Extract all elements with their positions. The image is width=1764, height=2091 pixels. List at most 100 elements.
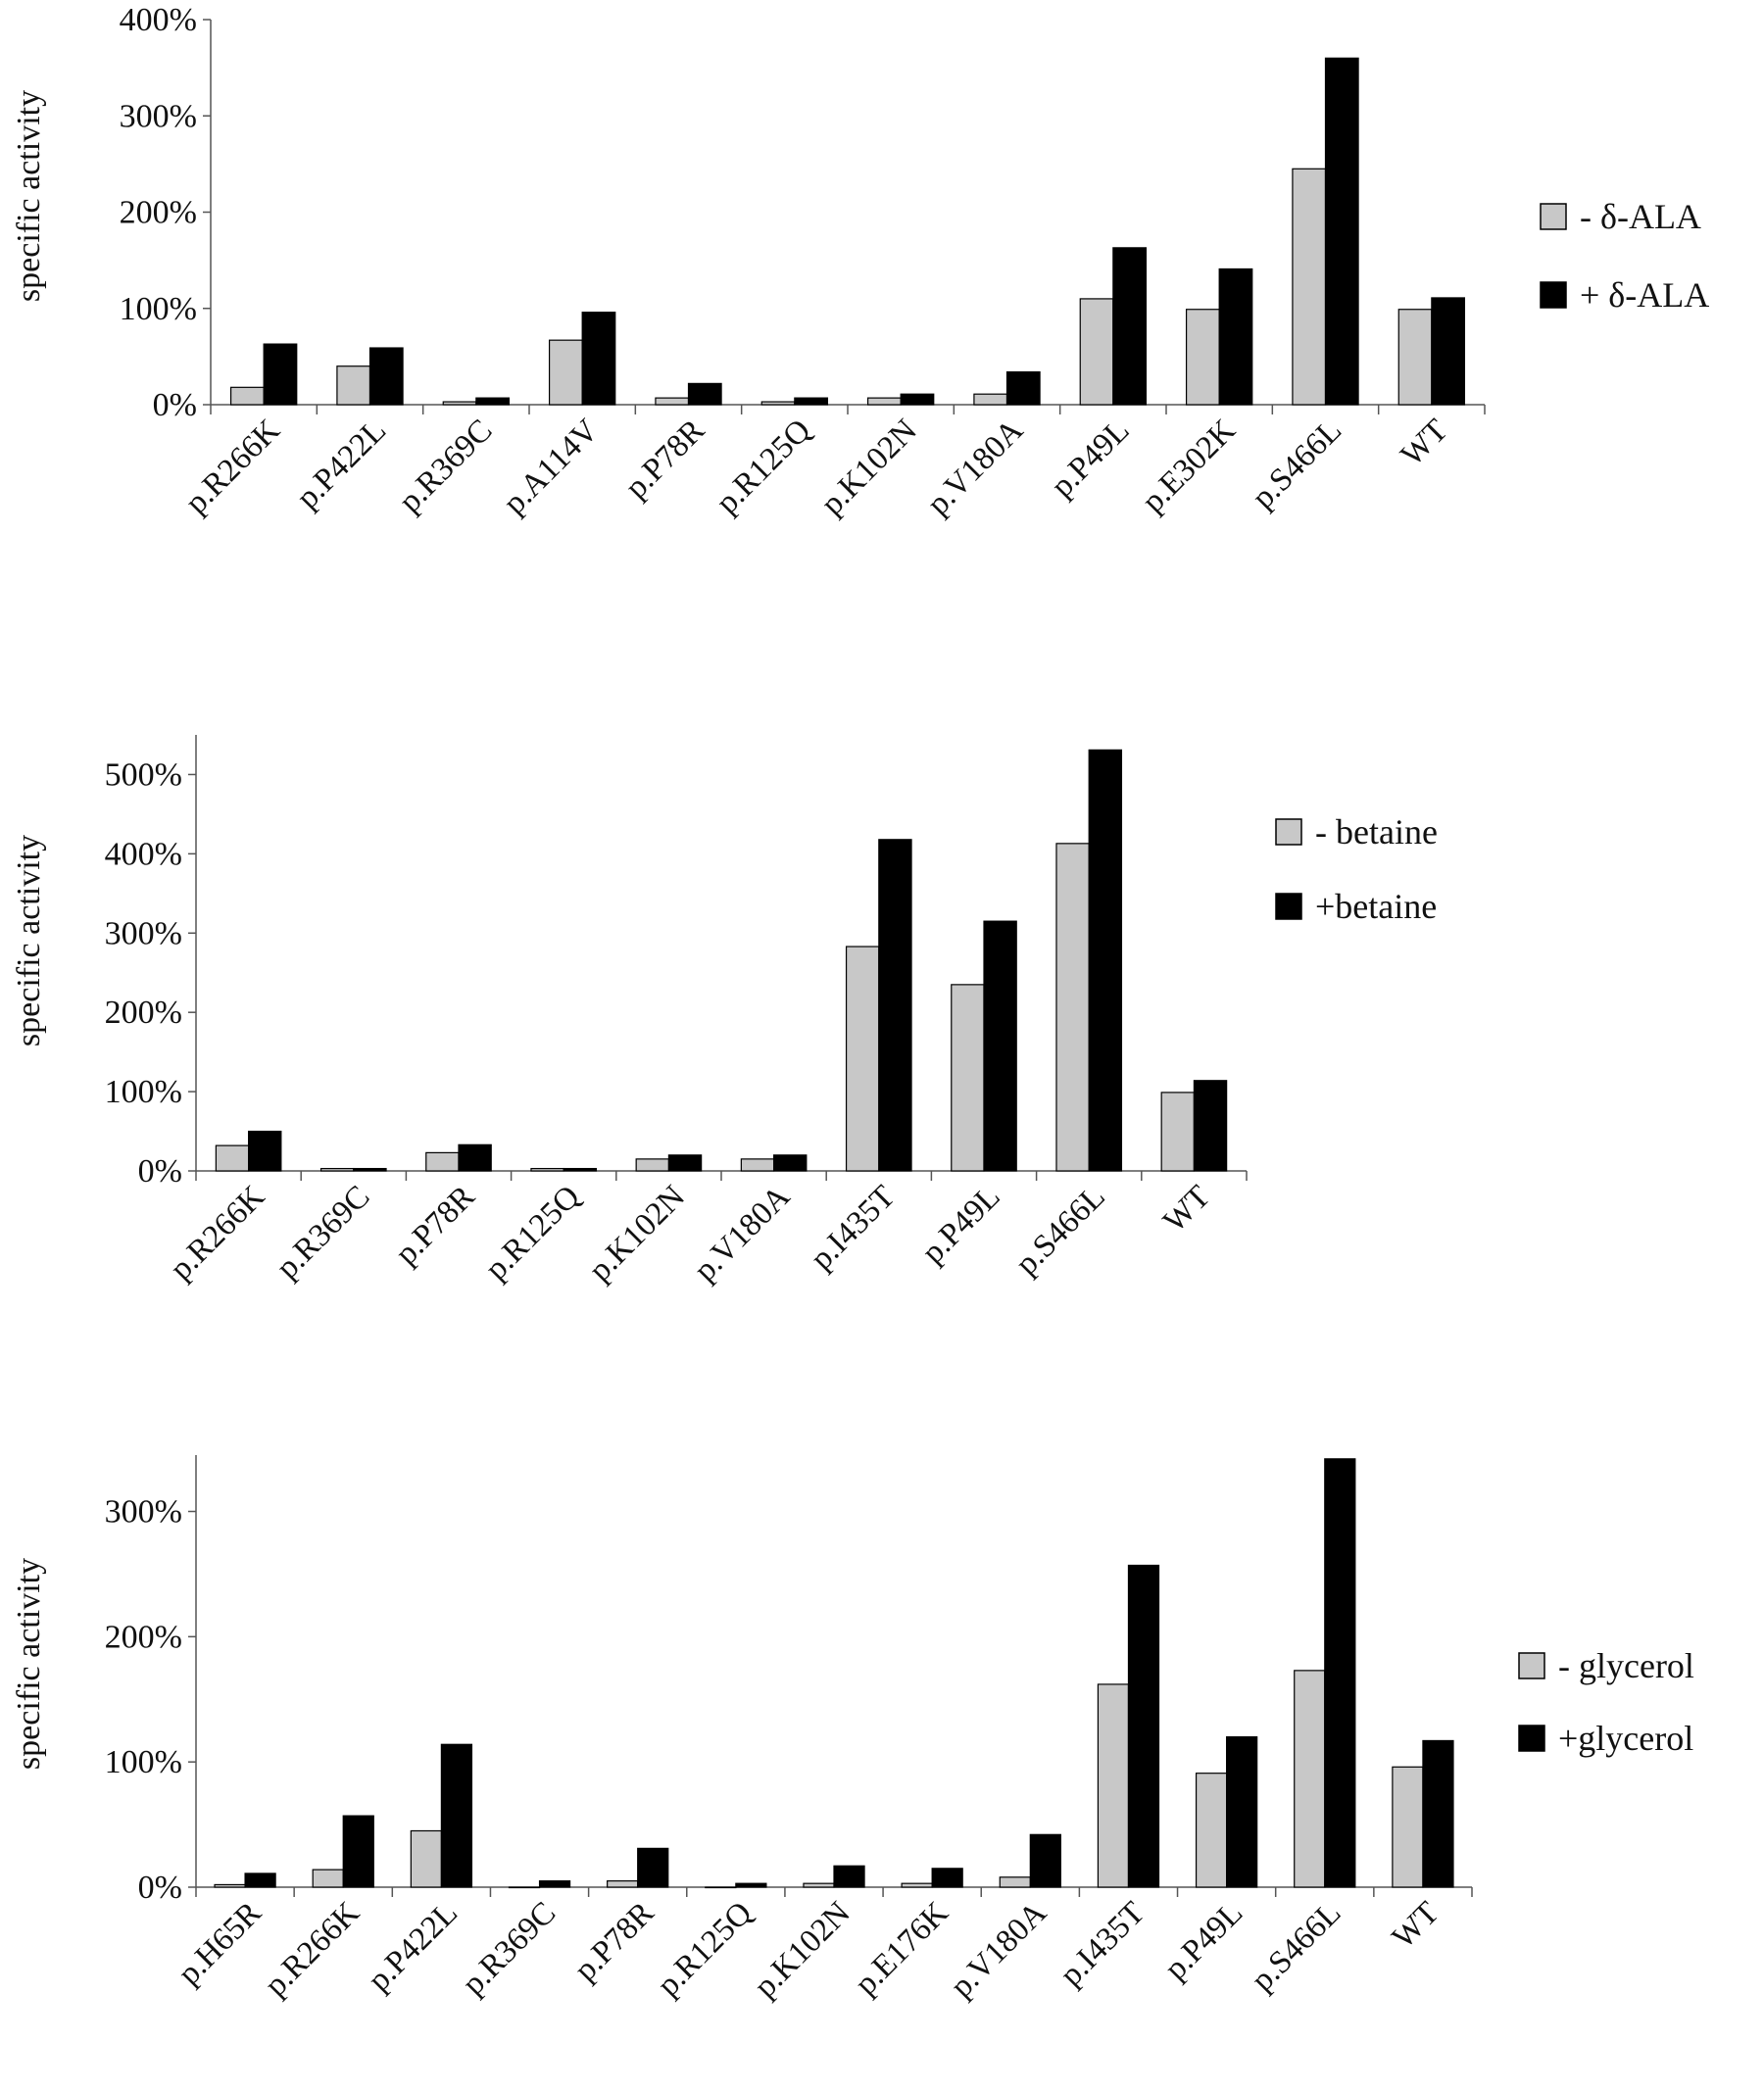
x-tick-label: p.R125Q [651,1895,759,2003]
x-tick-label: p.P49L [1158,1895,1250,1987]
x-tick-label: p.E176K [849,1895,956,2002]
y-tick-label: 100% [120,291,197,327]
bar [229,386,265,406]
bar [244,1872,276,1888]
legend-label: +betaine [1315,887,1437,926]
bar [794,397,829,406]
bar [999,1876,1031,1888]
y-tick-label: 0% [138,1153,182,1190]
bar [772,1154,808,1172]
bar [740,1158,775,1172]
x-tick-label: p.E302K [1136,413,1243,519]
legend-label: - glycerol [1558,1646,1694,1685]
bar [803,1882,835,1888]
y-tick-label: 0% [138,1870,182,1906]
bar [440,1743,473,1888]
bar [607,1880,639,1888]
bar [833,1865,865,1888]
legend-swatch [1540,203,1567,230]
bar [538,1880,571,1888]
x-tick-label: p.R266K [164,1179,271,1287]
bar [475,397,511,406]
bar [637,1847,669,1888]
x-tick-label: WT [1156,1179,1217,1240]
bar [1005,370,1041,406]
x-tick-label: p.I435T [804,1179,902,1277]
bar [983,920,1017,1172]
bar [353,1167,387,1172]
bar [1055,843,1090,1172]
bar [548,339,583,406]
legend-label: + δ-ALA [1580,275,1709,315]
x-tick-label: p.I435T [1054,1895,1152,1993]
y-tick-label: 500% [105,756,182,793]
bar [900,393,935,406]
bar [1193,1080,1228,1172]
chart-panel-delta-ala: 0% 100% 200% 300% 400% p.R266K p.P422L p.R369C p… [0,0,1764,627]
chart-panel-glycerol: 0% 100% 200% 300% p.H65R p.R266K p.P422L p.R369… [0,1435,1764,2091]
x-tick-label: p.P422L [290,413,393,515]
bar [878,839,912,1172]
x-tick-label: p.R266K [259,1895,367,2003]
x-tick-label: WT [1395,413,1455,473]
x-tick-label: p.K102N [748,1895,858,2005]
bar [687,382,722,406]
bar [1422,1739,1454,1888]
y-axis-label: specific activity [11,835,47,1046]
x-tick-label: p.R266K [178,413,286,520]
y-tick-label: 300% [120,98,197,134]
bar [1097,1683,1130,1888]
bar [1226,1736,1258,1888]
bar [1218,267,1253,406]
bar [336,365,371,406]
chart-glycerol: 0% 100% 200% 300% p.H65Rp.R266Kp.P422Lp.R369… [11,1455,1694,2005]
y-tick-label: 0% [153,387,197,423]
legend-swatch [1275,893,1302,920]
bar [563,1167,598,1172]
y-tick-label: 400% [120,2,197,38]
bar [973,393,1008,406]
x-tick-label: p.R369C [392,413,499,519]
bar [1029,1833,1061,1888]
bar [1392,1766,1424,1888]
bar [410,1829,442,1888]
x-tick-label: p.R369C [456,1895,563,2002]
bar [508,1886,541,1889]
bar [1112,247,1148,406]
bar [1324,57,1359,406]
y-tick-label: 200% [105,995,182,1031]
bar [248,1130,282,1172]
bar [442,401,477,406]
x-tick-label: p.R125Q [478,1179,586,1287]
bar [368,347,404,406]
bar [263,343,298,406]
bar [530,1167,564,1172]
x-tick-label: p.K102N [814,413,924,522]
chart-panel-betaine: 0% 100% 200% 300% 400% 500% p.R266K p.R369C p.P7… [0,715,1764,1372]
x-tick-label: p.S466L [1246,413,1348,515]
bar [1185,309,1220,406]
legend-swatch [1518,1652,1545,1679]
bar [319,1167,355,1172]
bar [1431,297,1466,406]
bar [215,1144,250,1172]
y-tick-label: 400% [105,836,182,872]
bar [705,1886,737,1889]
legend-swatch [1540,281,1567,309]
y-tick-label: 300% [105,1494,182,1531]
x-tick-label: p.P49L [915,1179,1007,1271]
bar [655,397,690,406]
legend-swatch [1518,1725,1545,1752]
bar [342,1815,374,1888]
bar [901,1882,933,1888]
bar [1079,298,1114,406]
bar [735,1882,767,1888]
bar [667,1154,703,1172]
bar [1127,1564,1160,1888]
bar [458,1143,492,1172]
y-tick-label: 100% [105,1074,182,1110]
y-tick-label: 100% [105,1744,182,1780]
bar [1088,749,1123,1172]
bar [845,946,880,1172]
